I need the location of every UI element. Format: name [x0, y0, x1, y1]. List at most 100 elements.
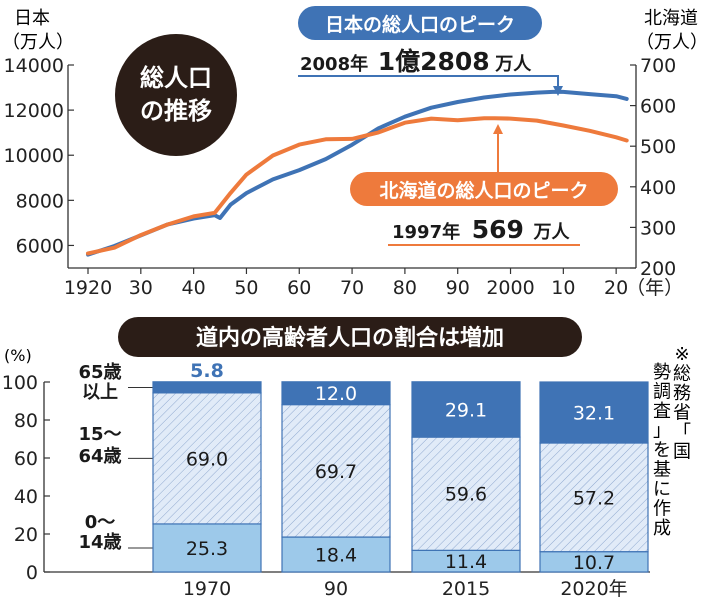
source-note-char: 作: [653, 499, 671, 520]
bar-y-tick-label: 60: [14, 448, 38, 470]
age-0-14-value-label: 10.7: [573, 552, 615, 574]
age-0-14-value-label: 25.3: [186, 538, 228, 560]
source-note: ※総務省「国 勢調査」を基に作成: [653, 344, 691, 539]
japan-peak-leader: [298, 75, 559, 88]
age-15-64-segment: [411, 436, 521, 551]
hokkaido-population-line: [86, 116, 629, 256]
bar-y-tick-label: 40: [14, 486, 38, 508]
badge-text-line1: 総人口: [140, 64, 212, 92]
x-tick-label: 2000: [486, 277, 534, 299]
right-y-tick-label: 700: [640, 55, 676, 77]
hokkaido-peak-callout-box: [350, 172, 618, 206]
bar-y-tick-label: 100: [2, 372, 38, 394]
right-y-tick-label: 200: [640, 258, 676, 280]
x-tick-label: 60: [287, 277, 311, 299]
source-note-char: 「: [673, 422, 691, 443]
legend-label-line2: 以上: [82, 382, 118, 403]
x-tick-label: 50: [234, 277, 258, 299]
source-note-char: 調: [653, 382, 671, 403]
age-15-64-segment: [539, 442, 649, 553]
hokkaido-peak-arrowhead: [493, 124, 503, 134]
bar-category-label: 2020年: [560, 578, 627, 600]
japan-peak-year-text: 2008年: [300, 53, 368, 75]
legend-label-line1: 0〜: [85, 512, 116, 533]
age-65-plus-value-label: 32.1: [573, 402, 615, 424]
bar-y-tick-label: 20: [14, 524, 38, 546]
bar-category-label: 90: [324, 578, 348, 600]
x-tick-label: 10: [551, 277, 575, 299]
japan-peak-arrowhead: [553, 86, 563, 96]
age-0-14-value-label: 18.4: [315, 545, 357, 567]
hokkaido-peak-year: 1997年 569 万人: [392, 215, 570, 244]
bar-chart-y-unit: (%): [4, 346, 32, 365]
age-65-plus-value-label: 5.8: [190, 360, 224, 382]
age-15-64-value-label: 69.7: [315, 461, 357, 483]
age-65-plus-segment: [152, 381, 262, 394]
source-note-char: 成: [653, 518, 671, 539]
age-15-64-segment: [152, 392, 262, 525]
x-tick-label: 40: [182, 277, 206, 299]
right-axis-label-line1: 北海道: [644, 8, 698, 29]
badge-circle: [115, 34, 237, 156]
japan-peak-unit: 万人: [494, 54, 532, 75]
japan-peak-year: 2008年 1億2808 万人: [300, 47, 532, 76]
bar-chart-axes: 0 20 40 60 80 100 1970 90 2015 2020年: [2, 372, 650, 600]
source-note-char: ※: [674, 344, 689, 365]
legend-label-line2: 64歳: [78, 446, 121, 467]
japan-population-line: [86, 89, 629, 257]
right-y-tick-label: 400: [640, 177, 676, 199]
age-15-64-value-label: 59.6: [445, 484, 487, 506]
source-note-char: に: [653, 479, 671, 500]
age-65-plus-value-label: 12.0: [315, 383, 357, 405]
bar-category-label: 1970: [183, 578, 231, 600]
x-tick-label: 20: [604, 277, 628, 299]
japan-peak-value: 1億2808: [378, 47, 490, 76]
left-axis-label-line1: 日本: [14, 8, 50, 29]
x-tick-label: 30: [129, 277, 153, 299]
legend-label-line2: 14歳: [78, 532, 121, 553]
bar-chart-title: 道内の高齢者人口の割合は増加: [196, 325, 504, 351]
left-y-tick-label: 6000: [16, 235, 64, 257]
x-tick-label: 80: [393, 277, 417, 299]
x-tick-label: 1920: [64, 277, 112, 299]
right-y-tick-label: 600: [640, 96, 676, 118]
age-65-plus-segment: [281, 381, 391, 406]
source-note-char: 務: [673, 383, 691, 404]
age-0-14-segment: [152, 523, 262, 573]
x-tick-label: 70: [340, 277, 364, 299]
japan-peak-callout-box: [298, 6, 542, 40]
bar-chart-title-box: [118, 317, 582, 357]
right-y-tick-label: 300: [640, 217, 676, 239]
badge-text-line2: の推移: [140, 97, 212, 125]
age-15-64-value-label: 69.0: [186, 448, 228, 470]
source-note-char: 総: [673, 364, 691, 385]
age-15-64-segment: [281, 404, 391, 538]
line-chart-axes: 6000 8000 10000 12000 14000 200 300 400 500 600 70…: [4, 55, 684, 299]
right-y-tick-label: 500: [640, 136, 676, 158]
age-0-14-value-label: 11.4: [445, 551, 487, 573]
x-unit-label: （年）: [626, 277, 683, 299]
source-note-char: 省: [673, 403, 691, 424]
age-65-plus-value-label: 29.1: [445, 399, 487, 421]
bar-chart-bars: 25.3 69.0 5.8 18.4 69.7 12.0 11.4 59.6 29.1 10.7 5…: [152, 360, 649, 574]
hokkaido-peak-callout-title: 北海道の総人口のピーク: [379, 179, 588, 202]
left-axis-label-line2: （万人）: [2, 32, 74, 53]
legend-label-line1: 65歳: [78, 362, 121, 383]
source-note-char: 」: [653, 421, 671, 442]
hokkaido-peak-unit: 万人: [532, 222, 570, 243]
bar-y-tick-label: 80: [14, 410, 38, 432]
age-65-plus-segment: [539, 381, 649, 444]
legend-label-line1: 15〜: [78, 424, 121, 445]
left-y-tick-label: 8000: [16, 190, 64, 212]
source-note-char: 基: [653, 460, 671, 481]
left-y-tick-label: 14000: [4, 55, 64, 77]
age-65-plus-segment: [411, 381, 521, 438]
hokkaido-peak-year-text: 1997年: [392, 221, 460, 243]
source-note-char: 査: [653, 401, 671, 422]
right-axis-label-line2: （万人）: [636, 32, 707, 53]
left-y-tick-label: 10000: [4, 145, 64, 167]
x-tick-label: 90: [446, 277, 470, 299]
source-note-char: 勢: [653, 362, 671, 383]
